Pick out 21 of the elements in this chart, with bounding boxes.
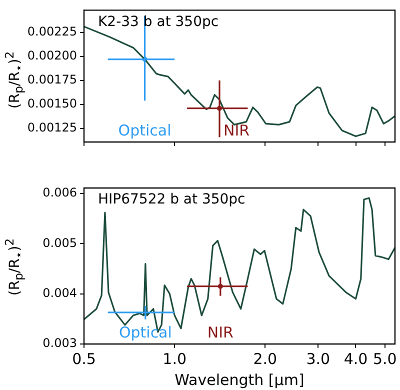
y-tick-label: 0.004 [42,286,77,300]
x-tick-label: 2.0 [253,350,278,368]
y-tick-label: 0.00225 [27,24,77,38]
x-axis-title: Wavelength [μm] [174,370,304,389]
y-tick-label: 0.00125 [27,120,77,135]
y-tick-label: 0.006 [42,186,77,200]
series-label: Optical [118,323,172,342]
y-tick-label: 0.00175 [27,72,77,87]
chart-title: HIP67522 b at 350pc [98,192,246,208]
x-tick-label: 4.0 [344,350,368,368]
y-tick-label: 0.00200 [27,48,77,63]
text: Optical [118,121,172,140]
y-tick-label: 0.003 [42,336,77,350]
text: NIR [207,323,234,342]
x-tick-label: 5.0 [372,350,397,368]
y-tick-label: 0.005 [42,236,77,250]
x-tick-label: 0.5 [72,350,96,368]
y-tick-label: 0.00150 [27,96,77,111]
x-tick-label: 3.0 [306,350,330,368]
series-label: NIR [224,121,250,140]
x-tick-label: 1.0 [162,350,187,368]
